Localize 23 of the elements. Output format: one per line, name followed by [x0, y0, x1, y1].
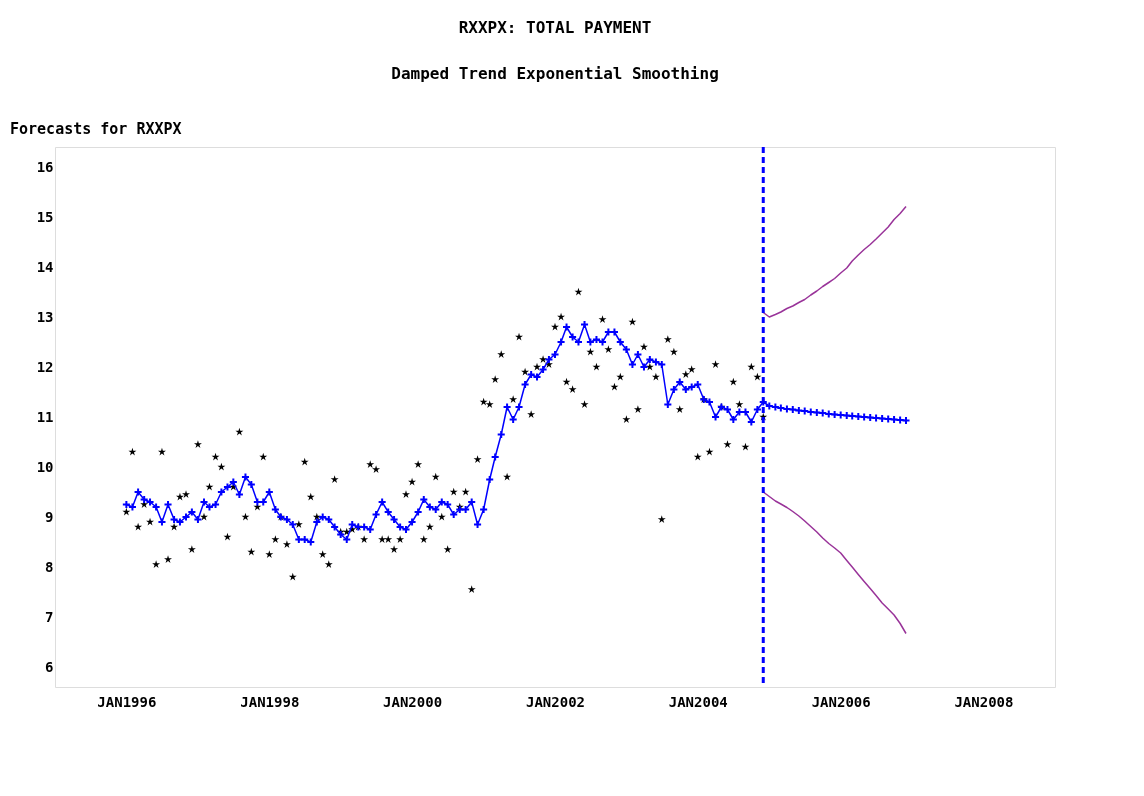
y-tick-label: 9	[45, 508, 54, 525]
line-series	[762, 205, 907, 318]
chart-subtitle: Damped Trend Exponential Smoothing	[391, 64, 719, 83]
y-tick-label: 6	[45, 658, 54, 675]
x-tick-label: JAN2008	[954, 693, 1014, 710]
y-axis-title: Forecasts for RXXPX	[10, 120, 182, 138]
x-tick-label: JAN2004	[668, 693, 728, 710]
chart-title: RXXPX: TOTAL PAYMENT	[458, 18, 652, 37]
y-tick-label: 8	[45, 558, 54, 575]
y-tick-label: 7	[45, 608, 54, 625]
x-tick-label: JAN2002	[525, 693, 586, 710]
y-tick-label: 12	[36, 358, 54, 375]
y-tick-label: 14	[36, 258, 54, 275]
x-tick-label: JAN1998	[240, 693, 300, 710]
y-tick-label: 11	[36, 408, 54, 425]
x-tick-label: JAN2000	[383, 693, 443, 710]
y-tick-label: 13	[36, 308, 54, 325]
y-tick-label: 10	[36, 458, 54, 475]
y-tick-label: 16	[36, 158, 54, 175]
y-tick-label: 15	[36, 208, 54, 225]
line-series	[762, 491, 907, 635]
x-tick-label: JAN1996	[97, 693, 157, 710]
x-tick-label: JAN2006	[811, 693, 871, 710]
